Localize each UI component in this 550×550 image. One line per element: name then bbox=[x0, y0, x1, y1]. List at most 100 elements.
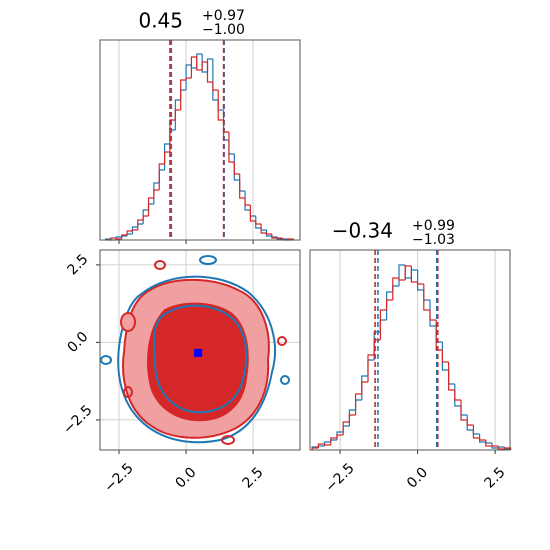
histogram-bin bbox=[398, 278, 406, 281]
histogram-bin bbox=[196, 53, 203, 68]
histogram-bin bbox=[217, 90, 224, 121]
histogram-bin bbox=[354, 399, 362, 410]
histogram-bin bbox=[180, 79, 187, 110]
histogram-bin bbox=[497, 446, 505, 448]
histogram-bin bbox=[385, 291, 393, 320]
histogram-bin bbox=[260, 228, 267, 231]
histogram-bin bbox=[336, 434, 344, 438]
x-tick-label: 2.5 bbox=[482, 464, 509, 491]
histogram-bin bbox=[190, 65, 197, 69]
histogram-bin bbox=[249, 205, 256, 222]
histogram-bin bbox=[448, 370, 455, 385]
histogram-bin bbox=[164, 151, 170, 164]
histogram-bin bbox=[164, 143, 170, 170]
y-tick-label: 2.5 bbox=[64, 251, 91, 278]
histogram-bin bbox=[239, 174, 246, 199]
histogram-bin bbox=[265, 230, 272, 237]
histogram-bin bbox=[228, 132, 235, 163]
density-contours bbox=[100, 255, 290, 445]
contour-island bbox=[123, 386, 133, 398]
histogram-bin bbox=[354, 393, 362, 415]
histogram-bin bbox=[265, 233, 272, 235]
histogram-bin bbox=[212, 59, 219, 101]
histogram-bin bbox=[317, 445, 325, 447]
x-tick-label: −2.5 bbox=[322, 460, 357, 495]
histogram-bin bbox=[190, 56, 197, 78]
histogram-bin bbox=[131, 229, 138, 231]
histogram-bin bbox=[454, 384, 462, 407]
histogram-bin bbox=[180, 89, 187, 100]
histogram-bin bbox=[137, 223, 144, 227]
histogram-bin bbox=[379, 319, 387, 332]
histogram-bin bbox=[491, 443, 499, 449]
histogram-bin bbox=[255, 221, 262, 225]
histogram-bin bbox=[174, 109, 181, 120]
histogram-series bbox=[105, 53, 294, 241]
histogram-bin bbox=[142, 209, 149, 224]
histogram-bin bbox=[392, 285, 399, 292]
axes-frame bbox=[309, 249, 511, 451]
histogram-bin bbox=[416, 270, 424, 291]
histogram-bin bbox=[185, 77, 192, 80]
histogram-bin bbox=[361, 375, 368, 400]
histogram-bin bbox=[435, 320, 443, 351]
contour-line-blue bbox=[153, 304, 248, 414]
histogram-bin bbox=[323, 444, 331, 446]
panel-title-sub: −1.03 bbox=[412, 232, 455, 248]
histogram-bin bbox=[244, 191, 251, 211]
histogram-bin bbox=[385, 299, 393, 310]
histogram-series bbox=[311, 265, 512, 450]
histogram-bin bbox=[142, 215, 149, 220]
histogram-series bbox=[311, 264, 512, 450]
histogram-bin bbox=[244, 198, 251, 206]
histogram-bin bbox=[441, 342, 449, 371]
histogram-bin bbox=[416, 282, 424, 285]
panel-title-sup: +0.97 bbox=[202, 8, 245, 24]
histogram-bin bbox=[239, 180, 246, 192]
histogram-bin bbox=[429, 310, 437, 321]
histogram-bin bbox=[460, 406, 468, 416]
histogram-bin bbox=[460, 400, 468, 421]
histogram-bin bbox=[479, 434, 486, 443]
histogram-bin bbox=[485, 442, 493, 444]
panel-title-sub: −1.00 bbox=[202, 22, 245, 38]
histogram-bin bbox=[348, 414, 356, 422]
histogram-bin bbox=[255, 216, 262, 229]
histogram-bin bbox=[153, 189, 160, 198]
histogram-bin bbox=[367, 354, 375, 382]
histogram-bin bbox=[342, 421, 350, 435]
x-tick-label: −2.5 bbox=[101, 460, 136, 495]
histogram-bin bbox=[147, 203, 154, 210]
histogram-bin bbox=[201, 54, 208, 73]
histogram-bin bbox=[361, 381, 368, 394]
histogram-bin bbox=[466, 415, 474, 431]
contour-island bbox=[154, 260, 166, 270]
histogram-bin bbox=[206, 62, 213, 83]
histogram-bin bbox=[131, 226, 138, 234]
histogram-bin bbox=[448, 362, 455, 391]
histogram-bin bbox=[472, 425, 480, 439]
histogram-bin bbox=[367, 359, 375, 376]
histogram-bin bbox=[158, 169, 165, 183]
contour-island bbox=[120, 312, 136, 332]
histogram-bin bbox=[466, 420, 474, 426]
histogram-bin bbox=[441, 350, 449, 363]
histogram-bin bbox=[398, 264, 406, 286]
histogram-bin bbox=[147, 197, 154, 216]
histogram-bin bbox=[423, 284, 430, 311]
histogram-bin bbox=[217, 100, 224, 111]
histogram-bin bbox=[317, 443, 325, 448]
histogram-bin bbox=[158, 163, 165, 190]
histogram-bin bbox=[404, 265, 412, 280]
histogram-bin bbox=[185, 64, 192, 90]
histogram-bin bbox=[196, 57, 203, 71]
histogram-bin bbox=[330, 437, 337, 445]
histogram-bin bbox=[479, 438, 486, 441]
histogram-bin bbox=[271, 236, 278, 238]
histogram-bin bbox=[379, 309, 387, 340]
x-tick-label: 2.5 bbox=[240, 464, 267, 491]
histogram-bin bbox=[271, 234, 278, 239]
histogram-bin bbox=[423, 290, 430, 301]
contour-island bbox=[100, 355, 112, 365]
